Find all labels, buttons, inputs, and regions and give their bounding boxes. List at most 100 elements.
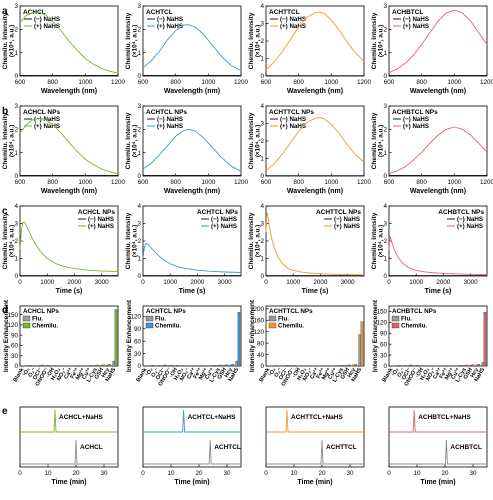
bar-chemilu bbox=[336, 365, 339, 367]
x-tick-label: 30 bbox=[100, 470, 108, 477]
y-axis-label: Chemilu. Intensity bbox=[371, 12, 378, 69]
x-axis-label: Time (min) bbox=[51, 479, 86, 486]
panel-title: ACHTTCL NPs bbox=[269, 308, 313, 315]
trace-label: ACHTTCL+NaHS bbox=[291, 414, 343, 421]
y-tick-label: 30 bbox=[134, 351, 142, 358]
x-tick-label: 1000 bbox=[78, 79, 93, 86]
plot-frame bbox=[19, 5, 119, 77]
y-tick-label: 0 bbox=[383, 173, 387, 180]
x-tick-label: 1200 bbox=[234, 79, 249, 86]
x-tick-label: 800 bbox=[47, 79, 58, 86]
bar-flu bbox=[45, 365, 48, 367]
y-tick-label: 2 bbox=[260, 38, 264, 45]
bar-flu bbox=[161, 365, 165, 367]
bar-flu bbox=[346, 364, 349, 367]
x-axis-label: Wavelength (nm) bbox=[164, 88, 220, 95]
panel-title: ACHBTCL NPs bbox=[438, 209, 484, 216]
x-axis-label: Wavelength (nm) bbox=[41, 188, 97, 195]
bar-flu bbox=[456, 365, 460, 367]
y-tick-label: 90 bbox=[11, 332, 19, 339]
y-tick-label: 1 bbox=[260, 156, 264, 163]
bar-flu bbox=[414, 365, 417, 367]
x-tick-label: 600 bbox=[261, 179, 272, 186]
trace-probe bbox=[20, 439, 118, 465]
bar-chemilu bbox=[483, 312, 487, 367]
y-axis-label: Chemilu. Intensity bbox=[125, 12, 132, 69]
x-tick-label: 600 bbox=[138, 79, 149, 86]
series-line bbox=[388, 126, 488, 175]
x-tick-label: 3000 bbox=[95, 279, 110, 286]
y-tick-label: 1 bbox=[137, 256, 141, 263]
y-tick-label: 160 bbox=[253, 317, 264, 324]
legend-swatch bbox=[22, 322, 31, 329]
series-line bbox=[142, 128, 242, 172]
legend-label: (−) NaHS bbox=[280, 116, 306, 123]
chart-panel-b-4: 600 800 1000 1200 0 1 2 3 Wavelength (nm) Chemilu… bbox=[371, 103, 493, 195]
category-label: O₂⁻ bbox=[151, 367, 161, 379]
y-tick-label: 1 bbox=[260, 56, 264, 63]
chart-panel-b-2: 600 800 1000 1200 0 1 2 3 Wavelength (nm) Chemilu… bbox=[125, 103, 248, 195]
bar-flu bbox=[217, 365, 220, 367]
category-label: GSH bbox=[94, 367, 105, 381]
bar-chemilu bbox=[231, 364, 235, 367]
x-tick-label: 600 bbox=[261, 79, 272, 86]
bar-chemilu bbox=[293, 365, 296, 367]
legend-label: (+) NaHS bbox=[280, 123, 306, 130]
x-tick-label: 2000 bbox=[190, 279, 205, 286]
bar-flu bbox=[223, 365, 226, 367]
y-tick-label: 90 bbox=[134, 326, 142, 333]
x-tick-label: 800 bbox=[170, 179, 181, 186]
x-axis-label: Wavelength (nm) bbox=[164, 188, 220, 195]
legend-swatch bbox=[145, 322, 154, 329]
legend-label: (+) NaHS bbox=[88, 223, 114, 230]
x-tick-label: 1000 bbox=[409, 279, 424, 286]
y-tick-label: 40 bbox=[257, 352, 265, 359]
y-tick-label: 3 bbox=[260, 21, 264, 28]
y-tick-label: 0 bbox=[383, 363, 387, 370]
y-tick-label: 3 bbox=[14, 3, 18, 10]
category-label: Fe³⁺ bbox=[69, 366, 81, 379]
x-tick-label: 800 bbox=[170, 79, 181, 86]
x-tick-label: 2000 bbox=[313, 279, 328, 286]
category-label: OCl⁻ bbox=[155, 367, 167, 381]
y-tick-label: 0 bbox=[260, 273, 264, 280]
y-tick-label: 80 bbox=[257, 340, 265, 347]
bar-chemilu bbox=[404, 365, 407, 367]
x-tick-label: 0 bbox=[387, 279, 391, 286]
panel-title: ACHCL NPs bbox=[23, 109, 60, 116]
x-tick-label: 10 bbox=[290, 470, 298, 477]
chart-panel-e-3: 0 10 20 30 Time (min) ACHTTCL+NaHS ACHTTCL bbox=[264, 406, 365, 486]
bar-flu bbox=[26, 365, 30, 367]
y-tick-label: 0 bbox=[137, 173, 141, 180]
legend-label: (+) NaHS bbox=[457, 223, 483, 230]
x-tick-label: 0 bbox=[18, 470, 22, 477]
bar-chemilu bbox=[90, 365, 93, 367]
y-tick-label: 3 bbox=[137, 3, 141, 10]
bar-chemilu bbox=[213, 365, 216, 367]
panel-letter-c: c bbox=[2, 206, 8, 217]
y-tick-label: 30 bbox=[380, 352, 388, 359]
legend-label: (+) NaHS bbox=[403, 123, 429, 130]
y-tick-label: 3 bbox=[14, 103, 18, 110]
x-tick-label: 1200 bbox=[111, 179, 126, 186]
x-tick-label: 3000 bbox=[464, 279, 479, 286]
y-tick-label: 3 bbox=[260, 221, 264, 228]
y-axis-label: Intensity Enhancement bbox=[372, 299, 379, 372]
category-label: ·OH bbox=[169, 367, 179, 379]
bar-chemilu bbox=[96, 364, 99, 367]
y-axis-label: Chemilu. Intensity bbox=[125, 212, 132, 269]
x-tick-label: 1200 bbox=[234, 179, 249, 186]
category-label: O₂⁻ bbox=[274, 367, 284, 379]
chart-panel-a-3: 600 800 1000 1200 0 1 2 3 4 Wavelength (nm) Chemil… bbox=[248, 3, 371, 95]
y-tick-label: 3 bbox=[260, 121, 264, 128]
x-tick-label: 1000 bbox=[163, 279, 178, 286]
legend-swatch bbox=[145, 315, 154, 322]
legend-label: (+) NaHS bbox=[403, 23, 429, 30]
series-line bbox=[19, 221, 119, 273]
trace-label: ACHTCL+NaHS bbox=[188, 414, 237, 421]
legend-label: (+) NaHS bbox=[157, 23, 183, 30]
bar-chemilu bbox=[53, 365, 56, 367]
y-tick-label: 3 bbox=[383, 221, 387, 228]
x-tick-label: 0 bbox=[264, 470, 268, 477]
